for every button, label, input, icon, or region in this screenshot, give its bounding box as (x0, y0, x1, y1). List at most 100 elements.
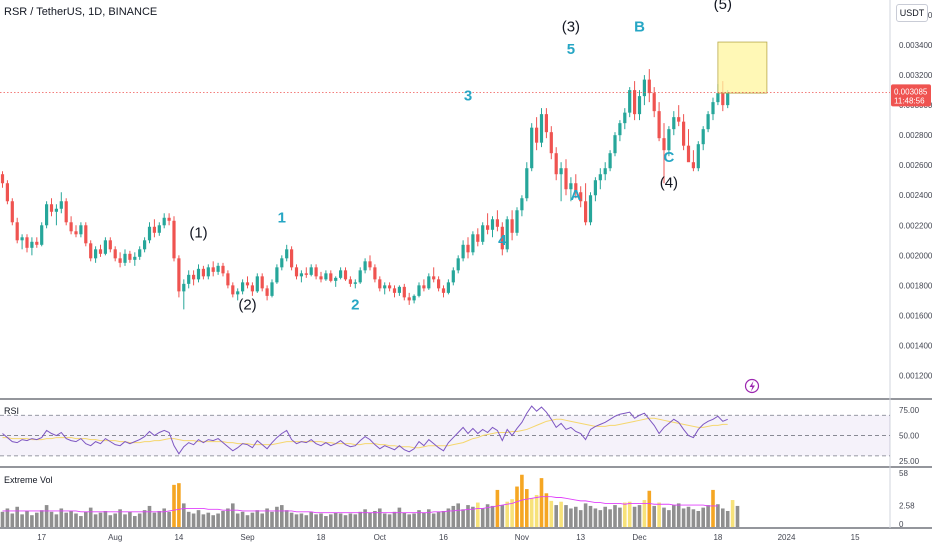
volume-bar (583, 503, 588, 527)
candle-body (368, 261, 372, 268)
volume-bar (598, 510, 603, 527)
candle-body (59, 201, 63, 209)
time-tick-label: 14 (174, 533, 183, 542)
candle (588, 192, 593, 226)
volume-bar (157, 510, 162, 527)
candle-body (206, 267, 210, 277)
volume-bar (735, 505, 740, 527)
candle (686, 129, 691, 163)
volume-bar (255, 510, 260, 527)
candle (466, 237, 470, 259)
volume-bar (569, 508, 573, 527)
volume-bar (338, 513, 343, 527)
volume-bar (412, 513, 416, 527)
candle (500, 222, 504, 256)
candle (260, 273, 264, 292)
candle (285, 244, 289, 262)
candle (402, 283, 406, 301)
volume-bar (716, 504, 720, 527)
time-tick-label: Nov (515, 533, 529, 542)
time-tick-label: Oct (374, 533, 387, 542)
candle (525, 162, 529, 202)
volume-bar (382, 513, 387, 527)
candle (412, 294, 416, 304)
candle-body (147, 226, 152, 241)
candle (348, 276, 352, 287)
volume-bar (387, 514, 392, 527)
candle (608, 150, 612, 172)
candle (461, 240, 465, 262)
volume-bar (417, 510, 421, 527)
candle (84, 222, 88, 247)
candle-body (392, 288, 397, 293)
candle-body (706, 114, 710, 130)
candle (456, 255, 460, 274)
time-tick-label: 16 (439, 533, 448, 542)
candle (505, 216, 509, 253)
candle-body (5, 183, 9, 202)
candle (192, 270, 196, 286)
candle-body (500, 226, 504, 250)
volume-bar (206, 512, 211, 527)
candle-body (118, 258, 122, 263)
candle (329, 270, 333, 283)
candle-body (726, 93, 730, 106)
candle (221, 262, 225, 277)
candle (549, 126, 553, 160)
volume-bar (363, 509, 367, 527)
candle (662, 123, 666, 184)
candle-body (260, 276, 264, 289)
candle-body (476, 234, 480, 242)
price-tag-countdown: 11:48:56 (894, 96, 925, 105)
candle (574, 174, 578, 199)
candle (623, 108, 627, 130)
time-tick-label: 17 (37, 533, 46, 542)
volume-bar (265, 508, 269, 527)
volume-pane (0, 474, 740, 527)
time-tick-label: Sep (240, 533, 255, 542)
candle (373, 264, 377, 283)
wave-label: (1) (189, 224, 207, 241)
volume-bar (578, 510, 583, 527)
candle-body (608, 153, 612, 169)
volume-bar (93, 514, 98, 527)
currency-button[interactable]: USDT (896, 4, 928, 22)
candle-body (265, 288, 269, 296)
volume-bar (201, 514, 206, 527)
volume-bar (378, 508, 382, 527)
candle-body (30, 241, 34, 248)
volume-bar (613, 505, 617, 527)
candle (701, 126, 705, 151)
candle (211, 261, 215, 277)
candle-body (662, 138, 666, 151)
candle-body (348, 279, 352, 284)
candle (79, 222, 83, 238)
wave-label: B (634, 19, 645, 36)
candle-body (294, 267, 299, 277)
candle-body (593, 180, 597, 196)
candle-body (64, 201, 68, 223)
candle (564, 159, 568, 196)
volume-bar (260, 513, 264, 527)
wave-label: 5 (567, 41, 575, 58)
candle (334, 276, 338, 287)
candle (172, 216, 176, 262)
volume-ma-line (2, 496, 718, 514)
candle (392, 285, 397, 298)
volume-bar (642, 500, 647, 527)
candle (441, 285, 446, 298)
wave-label: A (570, 187, 581, 204)
candle (672, 111, 676, 136)
candle-body (201, 268, 205, 277)
candle-body (383, 285, 387, 289)
candle-body (691, 162, 695, 169)
candle (667, 126, 671, 157)
candle-body (250, 285, 254, 292)
volume-bar (559, 501, 563, 527)
candle-body (544, 114, 548, 133)
candle (45, 201, 49, 229)
time-tick-label: Aug (108, 533, 122, 542)
volume-bar (667, 510, 671, 527)
volume-bar (402, 512, 407, 527)
